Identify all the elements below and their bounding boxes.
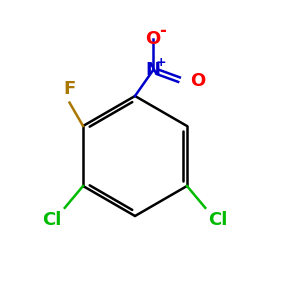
Text: N: N: [146, 61, 160, 79]
Text: O: O: [190, 73, 205, 91]
Text: F: F: [63, 80, 76, 98]
Text: Cl: Cl: [42, 211, 62, 229]
Text: Cl: Cl: [208, 211, 228, 229]
Text: -: -: [159, 22, 166, 40]
Text: +: +: [156, 56, 166, 69]
Text: O: O: [146, 30, 161, 48]
